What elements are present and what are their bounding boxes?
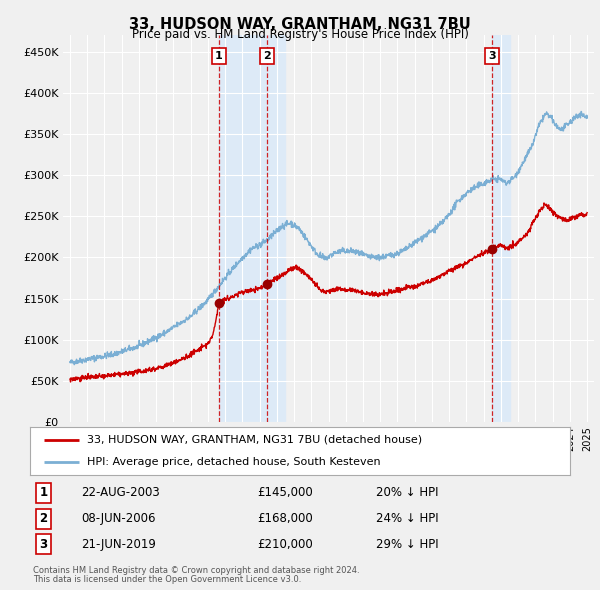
Text: HPI: Average price, detached house, South Kesteven: HPI: Average price, detached house, Sout…	[86, 457, 380, 467]
Text: £145,000: £145,000	[257, 486, 313, 499]
Bar	[267, 35, 286, 422]
Text: Price paid vs. HM Land Registry's House Price Index (HPI): Price paid vs. HM Land Registry's House …	[131, 28, 469, 41]
Text: 2: 2	[40, 512, 47, 525]
Text: This data is licensed under the Open Government Licence v3.0.: This data is licensed under the Open Gov…	[33, 575, 301, 584]
Text: 1: 1	[215, 51, 223, 61]
Text: £210,000: £210,000	[257, 538, 313, 551]
Text: 21-JUN-2019: 21-JUN-2019	[82, 538, 156, 551]
Text: 2: 2	[263, 51, 271, 61]
Bar	[219, 35, 267, 422]
Text: £168,000: £168,000	[257, 512, 313, 525]
Text: 33, HUDSON WAY, GRANTHAM, NG31 7BU: 33, HUDSON WAY, GRANTHAM, NG31 7BU	[129, 17, 471, 31]
Text: 3: 3	[488, 51, 496, 61]
Text: Contains HM Land Registry data © Crown copyright and database right 2024.: Contains HM Land Registry data © Crown c…	[33, 566, 359, 575]
Text: 33, HUDSON WAY, GRANTHAM, NG31 7BU (detached house): 33, HUDSON WAY, GRANTHAM, NG31 7BU (deta…	[86, 435, 422, 445]
Text: 29% ↓ HPI: 29% ↓ HPI	[376, 538, 438, 551]
Text: 08-JUN-2006: 08-JUN-2006	[82, 512, 156, 525]
Text: 22-AUG-2003: 22-AUG-2003	[82, 486, 160, 499]
Text: 20% ↓ HPI: 20% ↓ HPI	[376, 486, 438, 499]
Text: 24% ↓ HPI: 24% ↓ HPI	[376, 512, 438, 525]
Text: 1: 1	[40, 486, 47, 499]
Bar	[492, 35, 509, 422]
Text: 3: 3	[40, 538, 47, 551]
